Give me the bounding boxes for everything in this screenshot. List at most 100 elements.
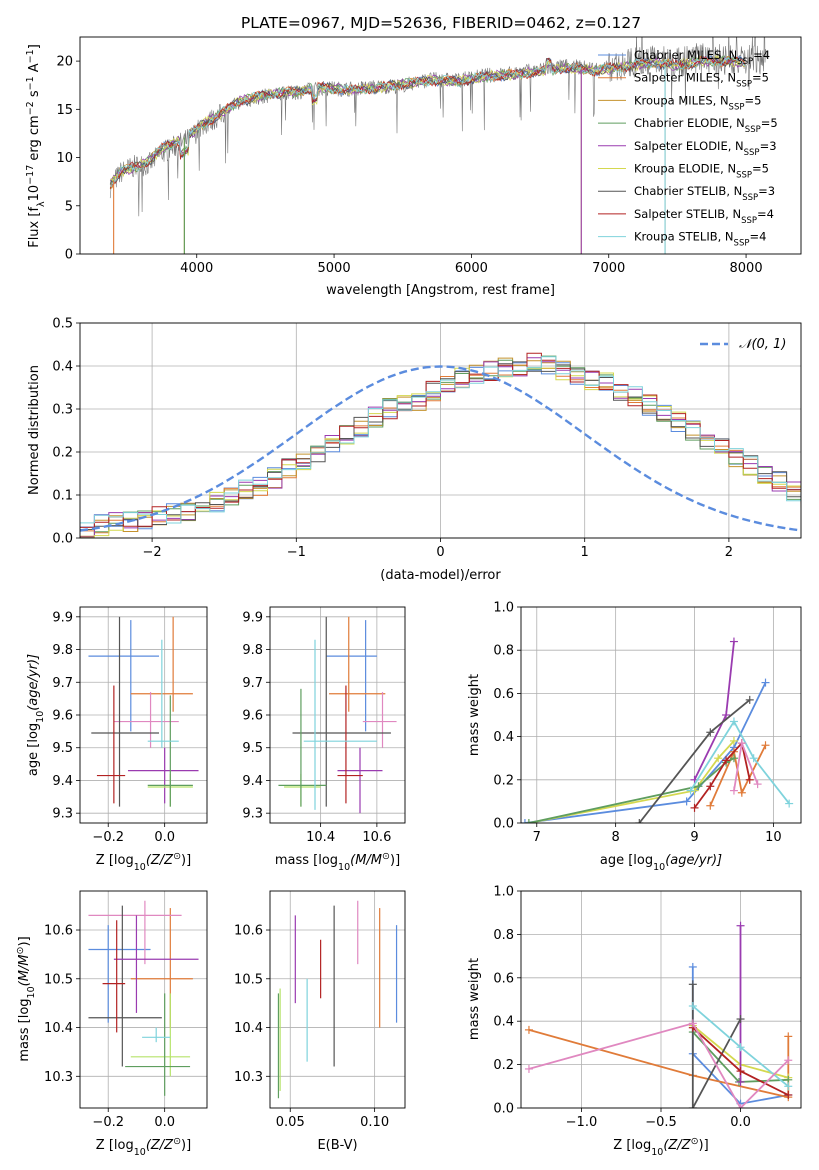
x-tick-label: 10.4 xyxy=(306,830,335,845)
y-axis-label: mass weight xyxy=(467,958,482,1040)
x-axis-label: E(B-V) xyxy=(317,1138,357,1153)
mass-vs-EBV-frame xyxy=(269,890,406,1109)
weight-line xyxy=(689,719,790,805)
y-tick-label: 9.3 xyxy=(242,807,263,822)
y-axis-label-part: −2 xyxy=(25,101,36,115)
legend-entry: Salpeter STELIB, NSSP=4 xyxy=(634,207,774,226)
x-axis-label-part: (age/yr)] xyxy=(665,853,722,868)
x-axis-label: wavelength [Angstrom, rest frame] xyxy=(326,283,555,298)
x-tick-label: −1.0 xyxy=(566,1115,598,1130)
histogram-series xyxy=(80,367,801,538)
x-axis-label-part: (Z/Z xyxy=(663,1138,691,1153)
x-tick-label: 0.10 xyxy=(360,1115,389,1130)
y-tick-label: 10.4 xyxy=(44,1021,73,1036)
histogram-series xyxy=(80,356,801,524)
y-tick-label: 9.5 xyxy=(242,741,263,756)
x-tick-label: −0.5 xyxy=(645,1115,677,1130)
y-tick-label: 0.0 xyxy=(52,532,73,547)
x-axis-label-part: )] xyxy=(181,1138,191,1153)
legend-sub: SSP xyxy=(736,171,752,181)
y-tick-label: 9.6 xyxy=(52,709,73,724)
x-axis-label-part: 10 xyxy=(338,862,350,873)
x-tick-label: 0.0 xyxy=(154,1115,175,1130)
y-axis-label: mass weight xyxy=(467,674,482,756)
y-tick-label: 0.5 xyxy=(52,317,73,332)
legend-name: Kroupa MILES, N xyxy=(634,93,729,107)
legend-n: =3 xyxy=(760,139,777,153)
x-axis-label: Z [log10(Z/Z⊙)] xyxy=(613,1136,708,1158)
legend-entry: Salpeter MILES, NSSP=5 xyxy=(634,71,769,90)
legend-entry: Chabrier STELIB, NSSP=3 xyxy=(634,184,775,203)
x-axis-label-part: (Z/Z xyxy=(146,1138,174,1153)
model-spectrum xyxy=(109,55,746,184)
y-tick-label: 0.0 xyxy=(493,1102,514,1117)
legend-entry: Kroupa ELODIE, NSSP=5 xyxy=(634,162,769,181)
y-tick-label: 10.6 xyxy=(234,924,263,939)
x-tick-label: 1 xyxy=(581,545,589,560)
y-tick-label: 9.6 xyxy=(242,709,263,724)
y-tick-label: 0.4 xyxy=(493,1015,514,1030)
mass-vs-EBV-points xyxy=(277,900,398,1099)
legend-n: =3 xyxy=(758,184,775,198)
legend-name: Chabrier MILES, N xyxy=(634,48,737,62)
x-axis-label: age [log10(age/yr)] xyxy=(600,853,722,873)
x-tick-label: 0.05 xyxy=(276,1115,305,1130)
legend-sub: SSP xyxy=(734,239,750,249)
legend-entry: Chabrier ELODIE, NSSP=5 xyxy=(634,116,778,135)
weight-line xyxy=(528,1022,789,1108)
y-axis-label-part: mass [log xyxy=(17,998,32,1061)
legend-n: =4 xyxy=(757,207,774,221)
spectrum-frame xyxy=(79,36,802,255)
x-axis-label-part: (Z/Z xyxy=(146,853,174,868)
massweight-vs-age-lines xyxy=(521,637,794,823)
x-tick-label: 8000 xyxy=(730,261,763,276)
legend-sub: SSP xyxy=(741,216,757,226)
y-axis-label: age [log10(age/yr)] xyxy=(26,654,46,776)
legend-name: Chabrier ELODIE, N xyxy=(634,116,745,130)
mass-vs-EBV-axes: 0.05 0.10 10.3 10.4 10.5 10.6 xyxy=(234,891,405,1130)
x-tick-label: 10 xyxy=(765,830,782,845)
y-tick-label: 0.0 xyxy=(493,817,514,832)
x-tick-label: 7 xyxy=(533,830,541,845)
y-tick-label: 1.0 xyxy=(493,601,514,616)
legend-n: =5 xyxy=(752,162,769,176)
x-tick-label: 0 xyxy=(436,545,444,560)
x-axis-label-part: 10 xyxy=(651,1147,663,1158)
y-tick-label: 1.0 xyxy=(493,885,514,900)
y-tick-label: 5 xyxy=(65,199,73,214)
y-tick-label: 15 xyxy=(56,103,73,118)
x-tick-label: 7000 xyxy=(592,261,625,276)
y-tick-label: 10.3 xyxy=(234,1070,263,1085)
histogram-series xyxy=(80,357,801,537)
x-axis-label-part: ⊙ xyxy=(173,851,181,862)
legend-entry: 𝒩(0, 1) xyxy=(739,337,786,352)
legend-entry: Kroupa MILES, NSSP=5 xyxy=(634,93,761,112)
y-axis-label-part: erg cm xyxy=(27,115,42,164)
y-axis-label: Flux [fλ10−17 erg cm−2 s−1 A−1] xyxy=(25,44,47,248)
y-tick-label: 9.3 xyxy=(52,807,73,822)
x-axis-label-part: ⊙ xyxy=(691,1136,699,1147)
x-axis-label-part: mass [log xyxy=(275,853,338,868)
y-tick-label: 10.5 xyxy=(44,972,73,987)
y-axis-label-part: 10 xyxy=(35,711,46,723)
x-tick-label: 6000 xyxy=(455,261,488,276)
age-vs-Z-points xyxy=(88,616,199,807)
legend-n: =5 xyxy=(761,116,778,130)
x-tick-label: −0.2 xyxy=(92,830,124,845)
weight-line xyxy=(528,740,735,823)
x-axis-label-part: Z [log xyxy=(613,1138,651,1153)
massweight-vs-Z-frame xyxy=(520,890,802,1109)
legend-sub: SSP xyxy=(729,102,745,112)
legend-name: Chabrier STELIB, N xyxy=(634,184,742,198)
spectrum-axes: 4000 5000 6000 7000 8000 0 5 10 15 20 xyxy=(56,55,762,276)
legend-n: =4 xyxy=(749,230,766,244)
mass-vs-Z-frame xyxy=(79,890,208,1109)
y-tick-label: 10.6 xyxy=(44,924,73,939)
x-tick-label: −1 xyxy=(287,545,306,560)
y-tick-label: 10.4 xyxy=(234,1021,263,1036)
legend-n: =5 xyxy=(752,71,769,85)
y-tick-label: 10 xyxy=(56,151,73,166)
y-tick-label: 0.4 xyxy=(493,730,514,745)
x-axis-label-part: 10 xyxy=(134,1147,146,1158)
